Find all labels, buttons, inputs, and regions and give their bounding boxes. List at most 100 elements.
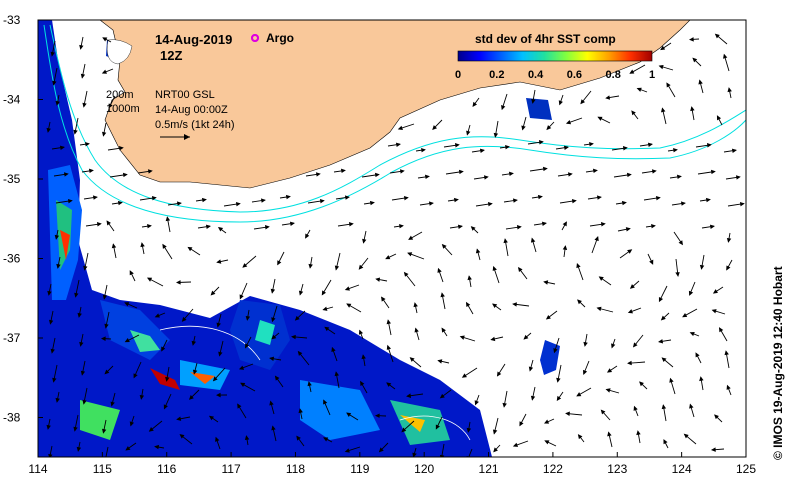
current-vector-head	[461, 373, 467, 378]
valid-time-label: 14-Aug 00:00Z	[155, 104, 228, 116]
current-vector-head	[647, 142, 653, 147]
current-vector-head	[726, 237, 732, 243]
current-vector-head	[660, 315, 666, 321]
current-vector-head	[181, 316, 187, 322]
colorbar-tick-label: 1	[649, 69, 655, 81]
colorbar-tick-label: 0.8	[606, 69, 621, 81]
current-vector-head	[556, 395, 562, 402]
current-vector-head	[437, 359, 443, 364]
current-vector-head	[79, 341, 84, 347]
current-vector-head	[663, 439, 668, 445]
current-vector-head	[441, 327, 446, 333]
current-vector-head	[709, 224, 715, 229]
current-vector-head	[565, 411, 570, 416]
current-vector-head	[543, 419, 550, 424]
current-vector-head	[710, 447, 716, 452]
current-vector-head	[188, 394, 194, 400]
current-vector-head	[567, 172, 573, 177]
current-vector-head	[269, 356, 275, 361]
current-vector-head	[622, 146, 628, 151]
current-vector-head	[245, 343, 250, 349]
current-vector-head	[294, 315, 300, 321]
y-axis: -33 -34 -35 -36 -37 -38	[3, 13, 43, 425]
current-vector-head	[242, 263, 248, 268]
current-vector-head	[161, 346, 166, 352]
current-vector-head	[192, 369, 198, 375]
current-vector-head	[271, 317, 276, 323]
current-vectors	[46, 33, 745, 457]
current-vector-head	[465, 301, 471, 307]
current-vector-head	[580, 99, 586, 105]
current-vector-head	[594, 236, 599, 242]
x-tick-label: 121	[479, 462, 499, 476]
current-vector-head	[606, 368, 613, 373]
current-vector-head	[407, 252, 413, 257]
current-vector-head	[626, 172, 632, 178]
current-vector-head	[598, 276, 604, 281]
current-vector	[468, 448, 473, 457]
current-vector-head	[649, 259, 654, 265]
current-vector-head	[298, 290, 304, 296]
current-vector-head	[544, 440, 550, 445]
current-vector-head	[96, 222, 102, 227]
current-vector-head	[528, 366, 534, 372]
current-vector-head	[726, 265, 731, 271]
contour-200m-label: 200m	[106, 89, 134, 101]
current-vector-head	[331, 346, 336, 352]
current-vector-head	[413, 302, 418, 308]
current-vector-head	[218, 351, 223, 357]
current-vector-head	[437, 267, 442, 273]
current-vector-head	[289, 221, 295, 226]
current-vector-head	[55, 100, 60, 106]
current-vector-head	[457, 224, 463, 229]
current-vector-head	[492, 303, 498, 309]
current-vector-head	[583, 369, 588, 375]
current-vector-head	[631, 110, 636, 116]
sst-stddev-field	[38, 20, 560, 457]
current-vector-head	[79, 44, 84, 50]
current-vector-head	[358, 329, 364, 335]
current-vector-head	[378, 447, 384, 453]
current-vector-head	[543, 280, 549, 285]
current-vector-head	[458, 169, 464, 175]
current-vector-head	[374, 413, 380, 418]
current-vector-head	[492, 265, 497, 271]
current-vector-head	[678, 240, 683, 246]
current-vector-head	[472, 101, 478, 107]
current-vector-head	[558, 100, 563, 106]
current-vector-head	[723, 53, 728, 59]
current-vector-head	[55, 397, 60, 403]
current-vector-head	[605, 388, 611, 393]
current-vector-head	[467, 275, 472, 281]
current-vector-head	[323, 437, 329, 442]
current-vector-head	[271, 334, 277, 340]
current-vector-head	[512, 302, 517, 307]
current-vector-head	[397, 125, 403, 131]
current-vector-head	[553, 348, 558, 354]
current-vector-head	[660, 107, 666, 113]
current-vector-head	[562, 221, 567, 227]
current-vector-head	[146, 277, 153, 282]
current-vector-head	[698, 79, 703, 85]
current-vector-head	[298, 408, 303, 414]
current-vector-head	[104, 323, 109, 329]
current-vector-head	[412, 452, 417, 457]
current-vector-head	[92, 195, 98, 200]
current-vector-head	[711, 309, 717, 314]
current-vector-head	[625, 227, 631, 232]
current-vector-head	[546, 125, 552, 131]
current-vector-head	[369, 200, 375, 206]
current-vector-head	[82, 102, 87, 108]
current-vector-head	[88, 168, 94, 174]
current-vector-head	[409, 357, 415, 362]
contour-deep	[159, 325, 471, 441]
current-vector-head	[496, 371, 502, 377]
current-vector-head	[731, 148, 737, 153]
colorbar	[457, 50, 653, 62]
current-vector-head	[596, 306, 602, 312]
current-vector-head	[348, 222, 354, 227]
current-vector-head	[556, 377, 561, 383]
current-vector-head	[682, 312, 688, 318]
current-vector-head	[216, 322, 221, 328]
current-vector-head	[73, 129, 78, 135]
